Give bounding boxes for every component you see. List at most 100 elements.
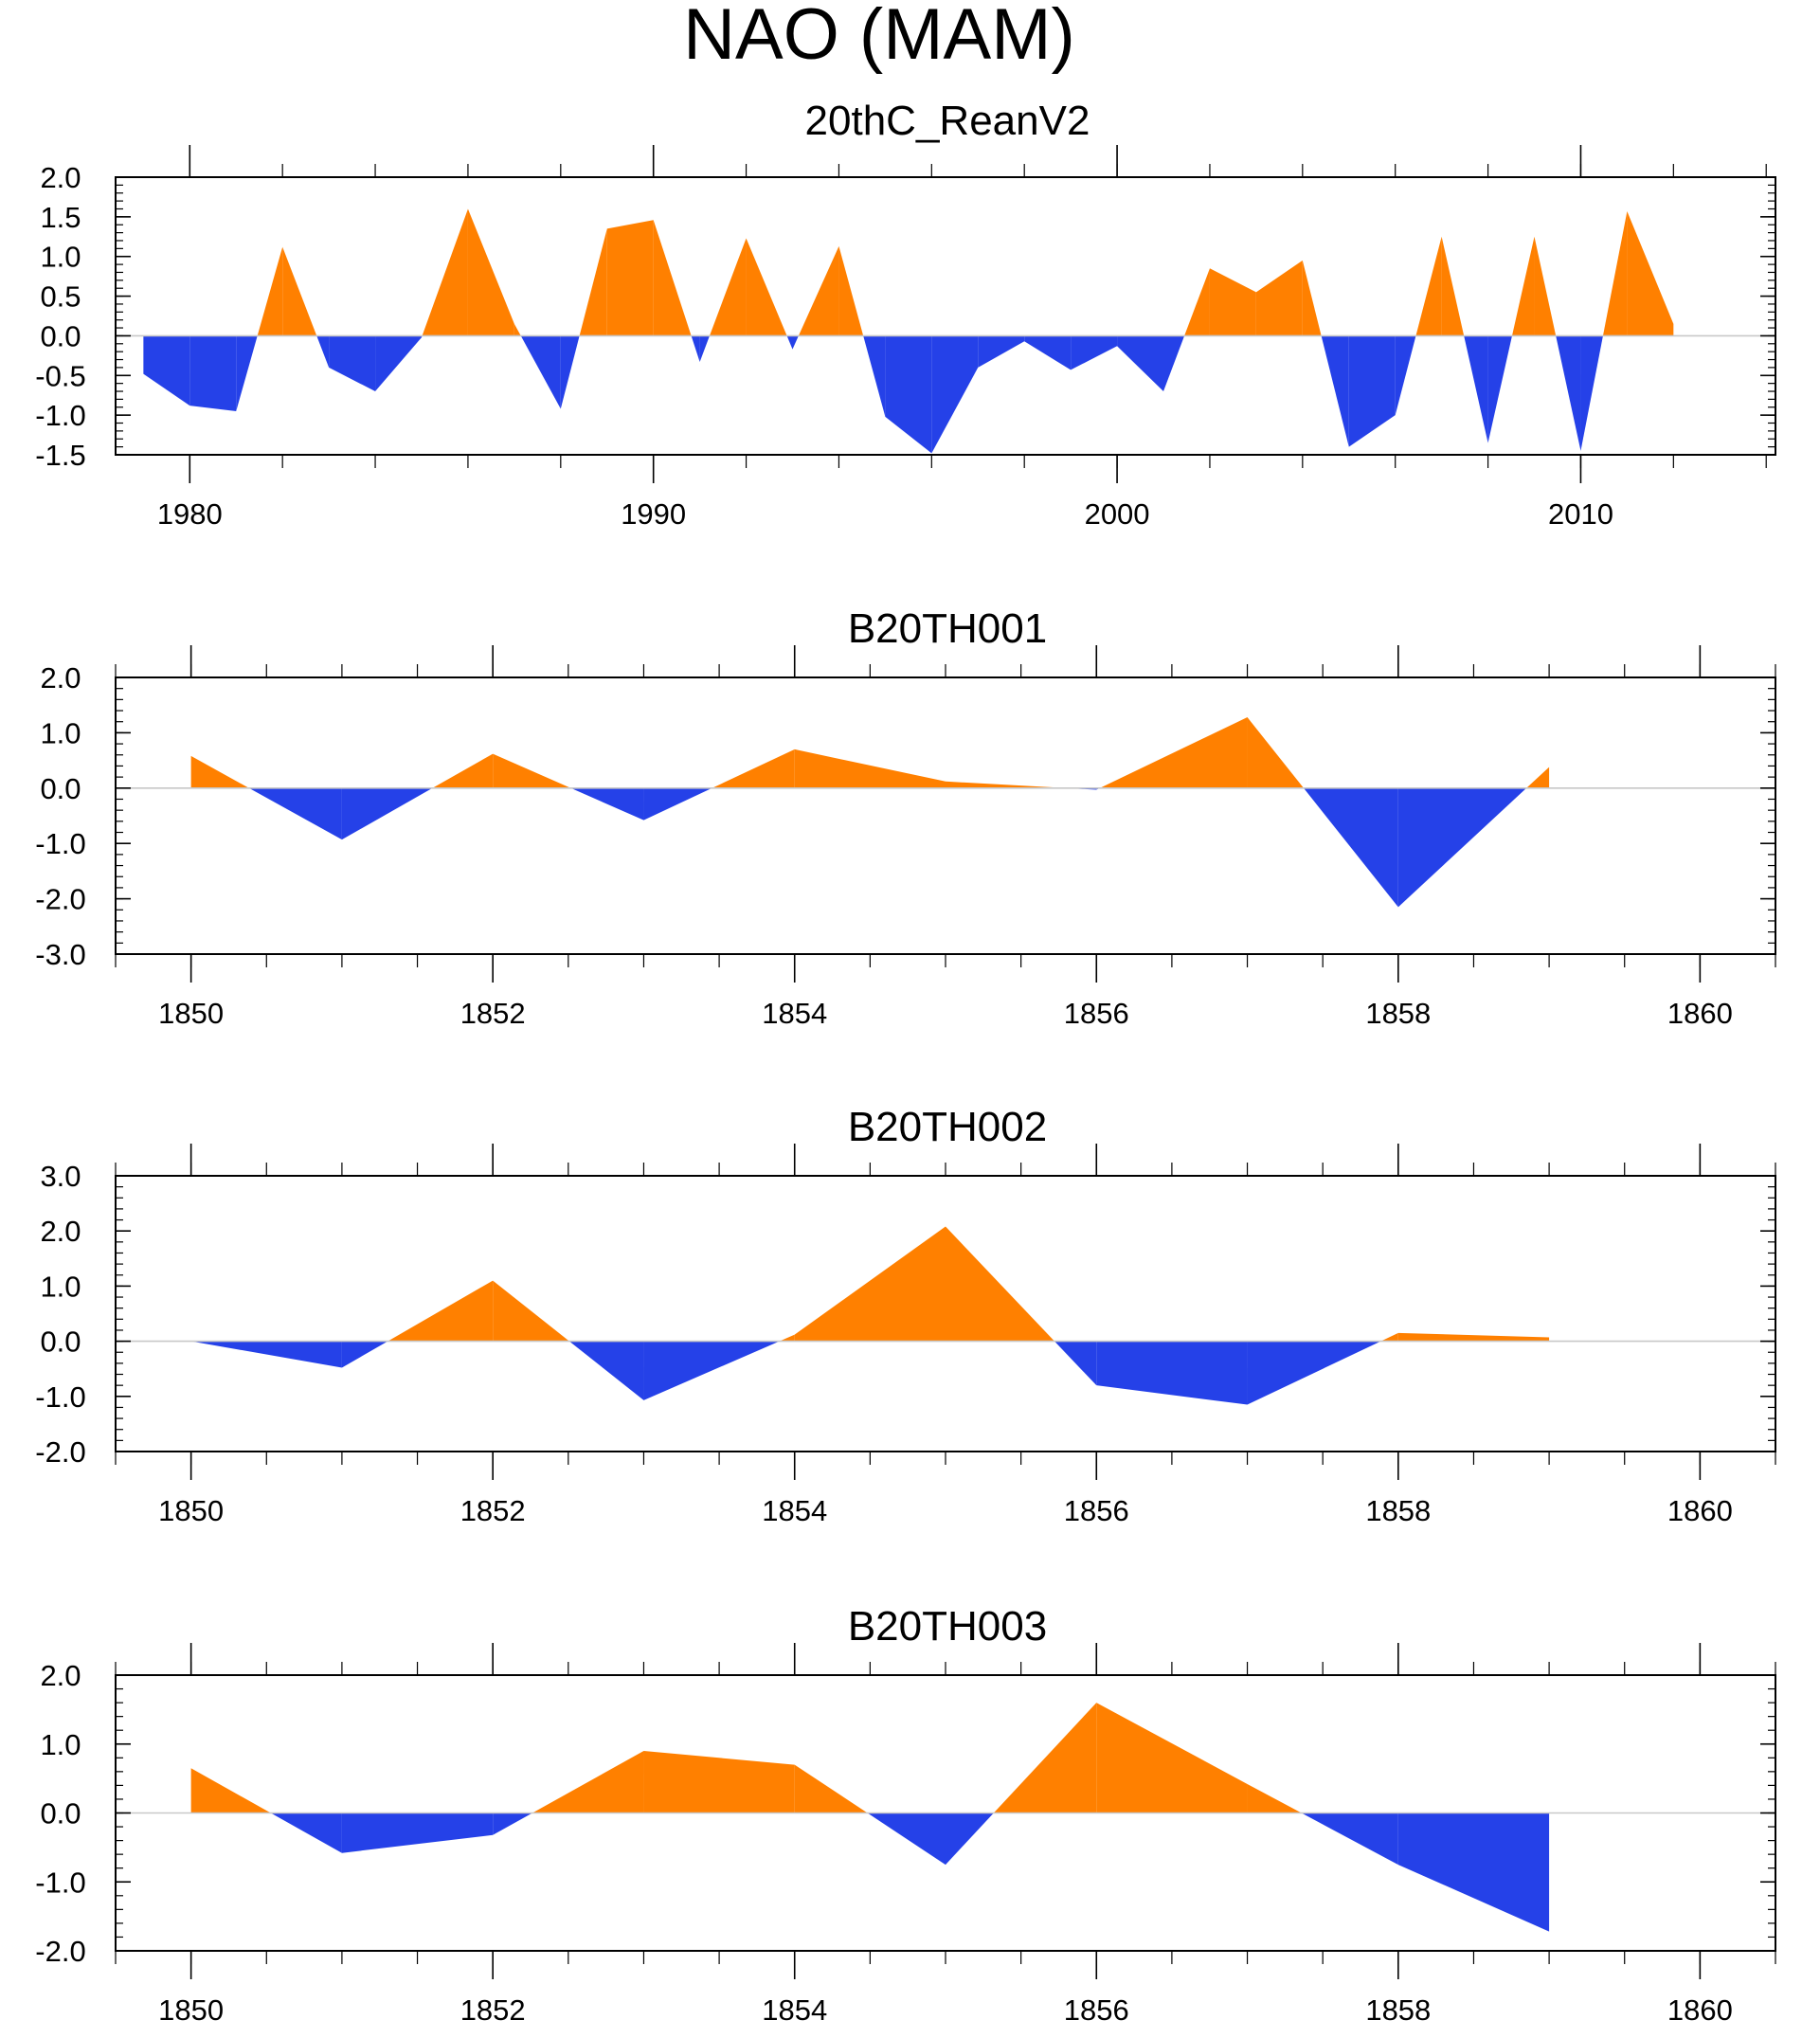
negative-area: [1163, 335, 1185, 392]
y-tick-label: 0.5: [40, 280, 81, 314]
x-tick-label: 2000: [1085, 497, 1150, 531]
negative-area: [341, 1341, 388, 1368]
y-tick-label: -2.0: [35, 1435, 85, 1469]
positive-area: [946, 781, 1067, 788]
negative-area: [1556, 335, 1581, 451]
positive-area: [746, 238, 787, 336]
y-tick-label: 1.0: [40, 716, 81, 749]
x-tick-label: 1860: [1667, 1993, 1733, 2027]
negative-area: [1464, 335, 1488, 443]
positive-area: [422, 208, 468, 336]
negative-area: [1397, 787, 1527, 908]
x-tick-label: 1852: [460, 1993, 526, 2027]
y-tick-label: 0.0: [40, 1326, 81, 1359]
x-tick-label: 1858: [1365, 997, 1431, 1030]
x-tick-label: 2010: [1548, 497, 1613, 531]
panel-b20th002: B20TH002 3.0 2.0 1.0 0.0 -1.0 -2.0 1850 1852 185…: [35, 1104, 1776, 1527]
y-tick-label: -2.0: [35, 1935, 85, 1968]
negative-area: [1397, 1813, 1550, 1932]
negative-area: [341, 1813, 494, 1853]
negative-area: [1301, 1813, 1398, 1866]
panel-title: B20TH003: [848, 1603, 1047, 1650]
y-tick-label: 0.0: [40, 1797, 81, 1831]
y-tick-label: -0.5: [35, 359, 85, 392]
positive-area: [794, 748, 946, 788]
positive-area: [190, 1768, 271, 1813]
positive-area: [838, 245, 864, 336]
x-tick-label: 1858: [1365, 1993, 1431, 2027]
y-tick-label: -1.0: [35, 1380, 85, 1414]
negative-area: [248, 787, 342, 840]
x-tick-label: 1856: [1064, 997, 1129, 1030]
positive-area: [794, 1226, 946, 1342]
negative-area: [1487, 335, 1512, 443]
positive-area: [1184, 268, 1210, 336]
x-tick-label: 1850: [158, 997, 224, 1030]
x-tick-label: 1860: [1667, 997, 1733, 1030]
positive-area: [579, 228, 607, 336]
positive-area: [387, 1280, 494, 1342]
negative-area: [1348, 335, 1396, 447]
panel-title: B20TH002: [848, 1104, 1047, 1150]
negative-area: [1096, 1341, 1248, 1405]
positive-area: [946, 1226, 1055, 1342]
positive-area: [1526, 767, 1550, 788]
negative-area: [978, 335, 1025, 368]
y-tick-label: 0.0: [40, 772, 81, 805]
y-tick-label: -1.0: [35, 827, 85, 860]
negative-area: [520, 335, 561, 409]
plot-area: 2.0 1.5 1.0 0.5 0.0 -0.5 -1.0 -1.5 1980 1990 2000 2…: [35, 145, 1776, 531]
negative-area: [946, 1813, 994, 1866]
positive-area: [514, 323, 521, 336]
positive-area: [1209, 268, 1256, 336]
x-tick-label: 1852: [460, 1494, 526, 1527]
positive-area: [1415, 236, 1442, 336]
negative-area: [1321, 335, 1349, 447]
positive-area: [606, 220, 654, 336]
positive-area: [709, 238, 747, 336]
x-tick-label: 1854: [762, 1494, 827, 1527]
negative-area: [1054, 1341, 1097, 1386]
x-tick-label: 1854: [762, 997, 827, 1030]
positive-area: [653, 220, 692, 336]
negative-area: [1071, 335, 1118, 370]
y-tick-label: 3.0: [40, 1160, 81, 1193]
negative-area: [270, 1813, 342, 1853]
positive-area: [1534, 236, 1557, 336]
positive-area: [794, 1764, 868, 1813]
x-tick-label: 1850: [158, 1993, 224, 2027]
positive-area: [1441, 236, 1465, 336]
plot-area: 2.0 1.0 0.0 -1.0 -2.0 -3.0 1850 1852 1854 1856 185…: [35, 645, 1776, 1030]
positive-area: [1099, 717, 1248, 788]
negative-area: [792, 335, 799, 350]
y-tick-label: -2.0: [35, 883, 85, 916]
x-tick-label: 1856: [1064, 1993, 1129, 2027]
negative-area: [329, 335, 376, 392]
negative-area: [1303, 787, 1398, 908]
positive-area: [1511, 236, 1535, 336]
negative-area: [341, 787, 433, 840]
y-tick-label: -1.0: [35, 399, 85, 432]
negative-area: [1395, 335, 1416, 416]
positive-area: [993, 1703, 1097, 1813]
positive-area: [1302, 260, 1322, 336]
positive-area: [1255, 260, 1303, 336]
negative-area: [190, 1341, 342, 1368]
positive-area: [1247, 1783, 1302, 1813]
positive-area: [779, 1334, 795, 1342]
y-tick-label: 1.0: [40, 241, 81, 274]
positive-area: [493, 1280, 569, 1342]
negative-area: [863, 335, 886, 417]
negative-area: [867, 1813, 946, 1866]
x-tick-label: 1854: [762, 1993, 827, 2027]
negative-area: [931, 335, 979, 454]
y-tick-label: 2.0: [40, 1659, 81, 1692]
positive-area: [798, 245, 839, 336]
positive-area: [1397, 1332, 1550, 1342]
negative-area: [885, 335, 932, 454]
y-tick-label: 0.0: [40, 319, 81, 352]
y-tick-label: 1.0: [40, 1728, 81, 1761]
x-tick-label: 1990: [621, 497, 686, 531]
panel-b20th003: B20TH003 2.0 1.0 0.0 -1.0 -2.0 1850 1852 1854 18…: [35, 1603, 1776, 2027]
negative-area: [236, 335, 258, 411]
